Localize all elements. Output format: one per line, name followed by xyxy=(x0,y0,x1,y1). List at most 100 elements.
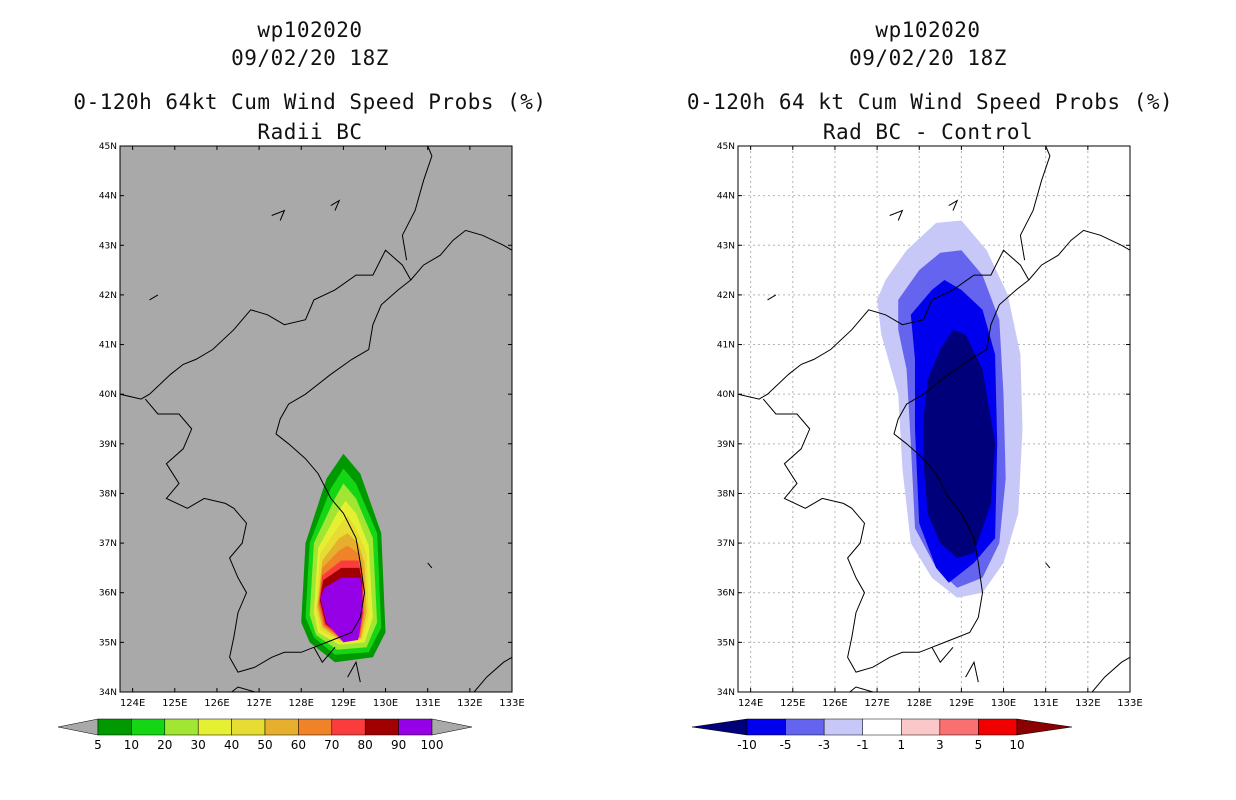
y-tick-label: 35N xyxy=(99,638,117,648)
colorbar-swatch xyxy=(785,718,825,736)
x-tick-label: 131E xyxy=(415,698,440,709)
x-tick-label: 131E xyxy=(1033,698,1058,709)
coastline xyxy=(1028,229,1130,281)
y-tick-label: 41N xyxy=(717,341,735,351)
coastline xyxy=(330,199,341,211)
left-map-panel: 124E 125E 126E 127E 128E 129E 130E 131E 132E 133E… xyxy=(99,142,525,709)
y-tick-label: 40N xyxy=(99,390,117,400)
coastline xyxy=(427,562,433,569)
coastline xyxy=(738,249,1030,400)
left-chart-subtitle: Radii BC xyxy=(257,120,363,144)
right-axis-ticks: 124E 125E 126E 127E 128E 129E 130E 131E 132E 133E… xyxy=(717,142,1143,709)
x-tick-label: 132E xyxy=(457,698,482,709)
right-colorbar: -10 -5 -3 -1 1 3 5 10 xyxy=(691,718,1073,752)
colorbar-label: 100 xyxy=(421,738,444,752)
colorbar-swatch xyxy=(364,718,399,736)
coastline xyxy=(230,686,256,692)
right-storm-id: wp102020 xyxy=(875,18,981,42)
colorbar-label: 5 xyxy=(94,738,102,752)
coastline xyxy=(889,209,904,221)
coastline xyxy=(313,646,336,664)
colorbar-swatch xyxy=(264,718,299,736)
colorbar-label: 30 xyxy=(191,738,206,752)
colorbar-label: 3 xyxy=(936,738,944,752)
x-tick-label: 133E xyxy=(499,698,524,709)
y-tick-label: 40N xyxy=(717,390,735,400)
x-tick-label: 132E xyxy=(1075,698,1100,709)
colorbar-label: 90 xyxy=(391,738,406,752)
x-tick-label: 129E xyxy=(949,698,974,709)
colorbar-label: 80 xyxy=(358,738,373,752)
colorbar-swatch xyxy=(978,718,1018,736)
left-storm-id: wp102020 xyxy=(257,18,363,42)
colorbar-label: 50 xyxy=(257,738,272,752)
colorbar-label: 1 xyxy=(897,738,905,752)
x-tick-label: 128E xyxy=(907,698,932,709)
coastline xyxy=(401,146,433,261)
probability-contour xyxy=(923,329,996,558)
right-chart-subtitle: Rad BC - Control xyxy=(822,120,1034,144)
colorbar-swatch xyxy=(901,718,941,736)
colorbar-label: -5 xyxy=(780,738,792,752)
x-tick-label: 126E xyxy=(822,698,847,709)
y-tick-label: 34N xyxy=(99,688,117,698)
coastline xyxy=(144,398,352,673)
y-tick-label: 44N xyxy=(717,192,735,202)
colorbar-label: -1 xyxy=(857,738,869,752)
colorbar-label: -10 xyxy=(737,738,757,752)
colorbar-swatch xyxy=(97,718,132,736)
colorbar-swatch xyxy=(131,718,166,736)
coastline xyxy=(410,229,512,281)
y-tick-label: 41N xyxy=(99,341,117,351)
coastline xyxy=(948,199,959,211)
x-tick-label: 130E xyxy=(373,698,398,709)
colorbar-swatch xyxy=(197,718,232,736)
y-tick-label: 38N xyxy=(99,489,117,499)
x-tick-label: 126E xyxy=(204,698,229,709)
colorbar-label: 5 xyxy=(975,738,983,752)
right-datetime: 09/02/20 18Z xyxy=(849,46,1007,70)
colorbar-swatch xyxy=(939,718,979,736)
colorbar-swatch xyxy=(862,718,902,736)
x-tick-label: 127E xyxy=(246,698,271,709)
y-tick-label: 38N xyxy=(717,489,735,499)
x-tick-label: 129E xyxy=(331,698,356,709)
y-tick-label: 37N xyxy=(717,539,735,549)
x-tick-label: 124E xyxy=(120,698,145,709)
y-tick-label: 42N xyxy=(717,291,735,301)
x-tick-label: 124E xyxy=(738,698,763,709)
y-tick-label: 36N xyxy=(99,589,117,599)
x-tick-label: 125E xyxy=(162,698,187,709)
y-tick-label: 34N xyxy=(717,688,735,698)
y-tick-label: 43N xyxy=(717,241,735,251)
colorbar-swatch xyxy=(823,718,863,736)
y-tick-label: 45N xyxy=(717,142,735,152)
left-chart-title: 0-120h 64kt Cum Wind Speed Probs (%) xyxy=(73,90,547,114)
coastline xyxy=(965,660,979,683)
y-tick-label: 43N xyxy=(99,241,117,251)
coastline xyxy=(275,279,412,633)
colorbar-label: 60 xyxy=(291,738,306,752)
y-tick-label: 36N xyxy=(717,589,735,599)
colorbar-high-triangle xyxy=(1016,718,1073,736)
y-tick-label: 35N xyxy=(717,638,735,648)
x-tick-label: 133E xyxy=(1117,698,1142,709)
coastline xyxy=(1091,656,1130,692)
coastline xyxy=(893,279,1030,633)
left-coastlines xyxy=(120,146,512,692)
left-map-frame xyxy=(119,145,513,693)
y-tick-label: 42N xyxy=(99,291,117,301)
colorbar-label: 70 xyxy=(324,738,339,752)
coastline xyxy=(1045,562,1051,569)
colorbar-low-triangle xyxy=(57,718,99,736)
y-tick-label: 39N xyxy=(99,440,117,450)
y-tick-label: 45N xyxy=(99,142,117,152)
coastline xyxy=(762,398,970,673)
y-tick-label: 39N xyxy=(717,440,735,450)
right-map-panel: 124E 125E 126E 127E 128E 129E 130E 131E 132E 133E… xyxy=(717,142,1143,709)
coastline xyxy=(1019,146,1051,261)
coastline xyxy=(931,646,954,664)
colorbar-label: -3 xyxy=(818,738,830,752)
colorbar-swatch xyxy=(331,718,366,736)
